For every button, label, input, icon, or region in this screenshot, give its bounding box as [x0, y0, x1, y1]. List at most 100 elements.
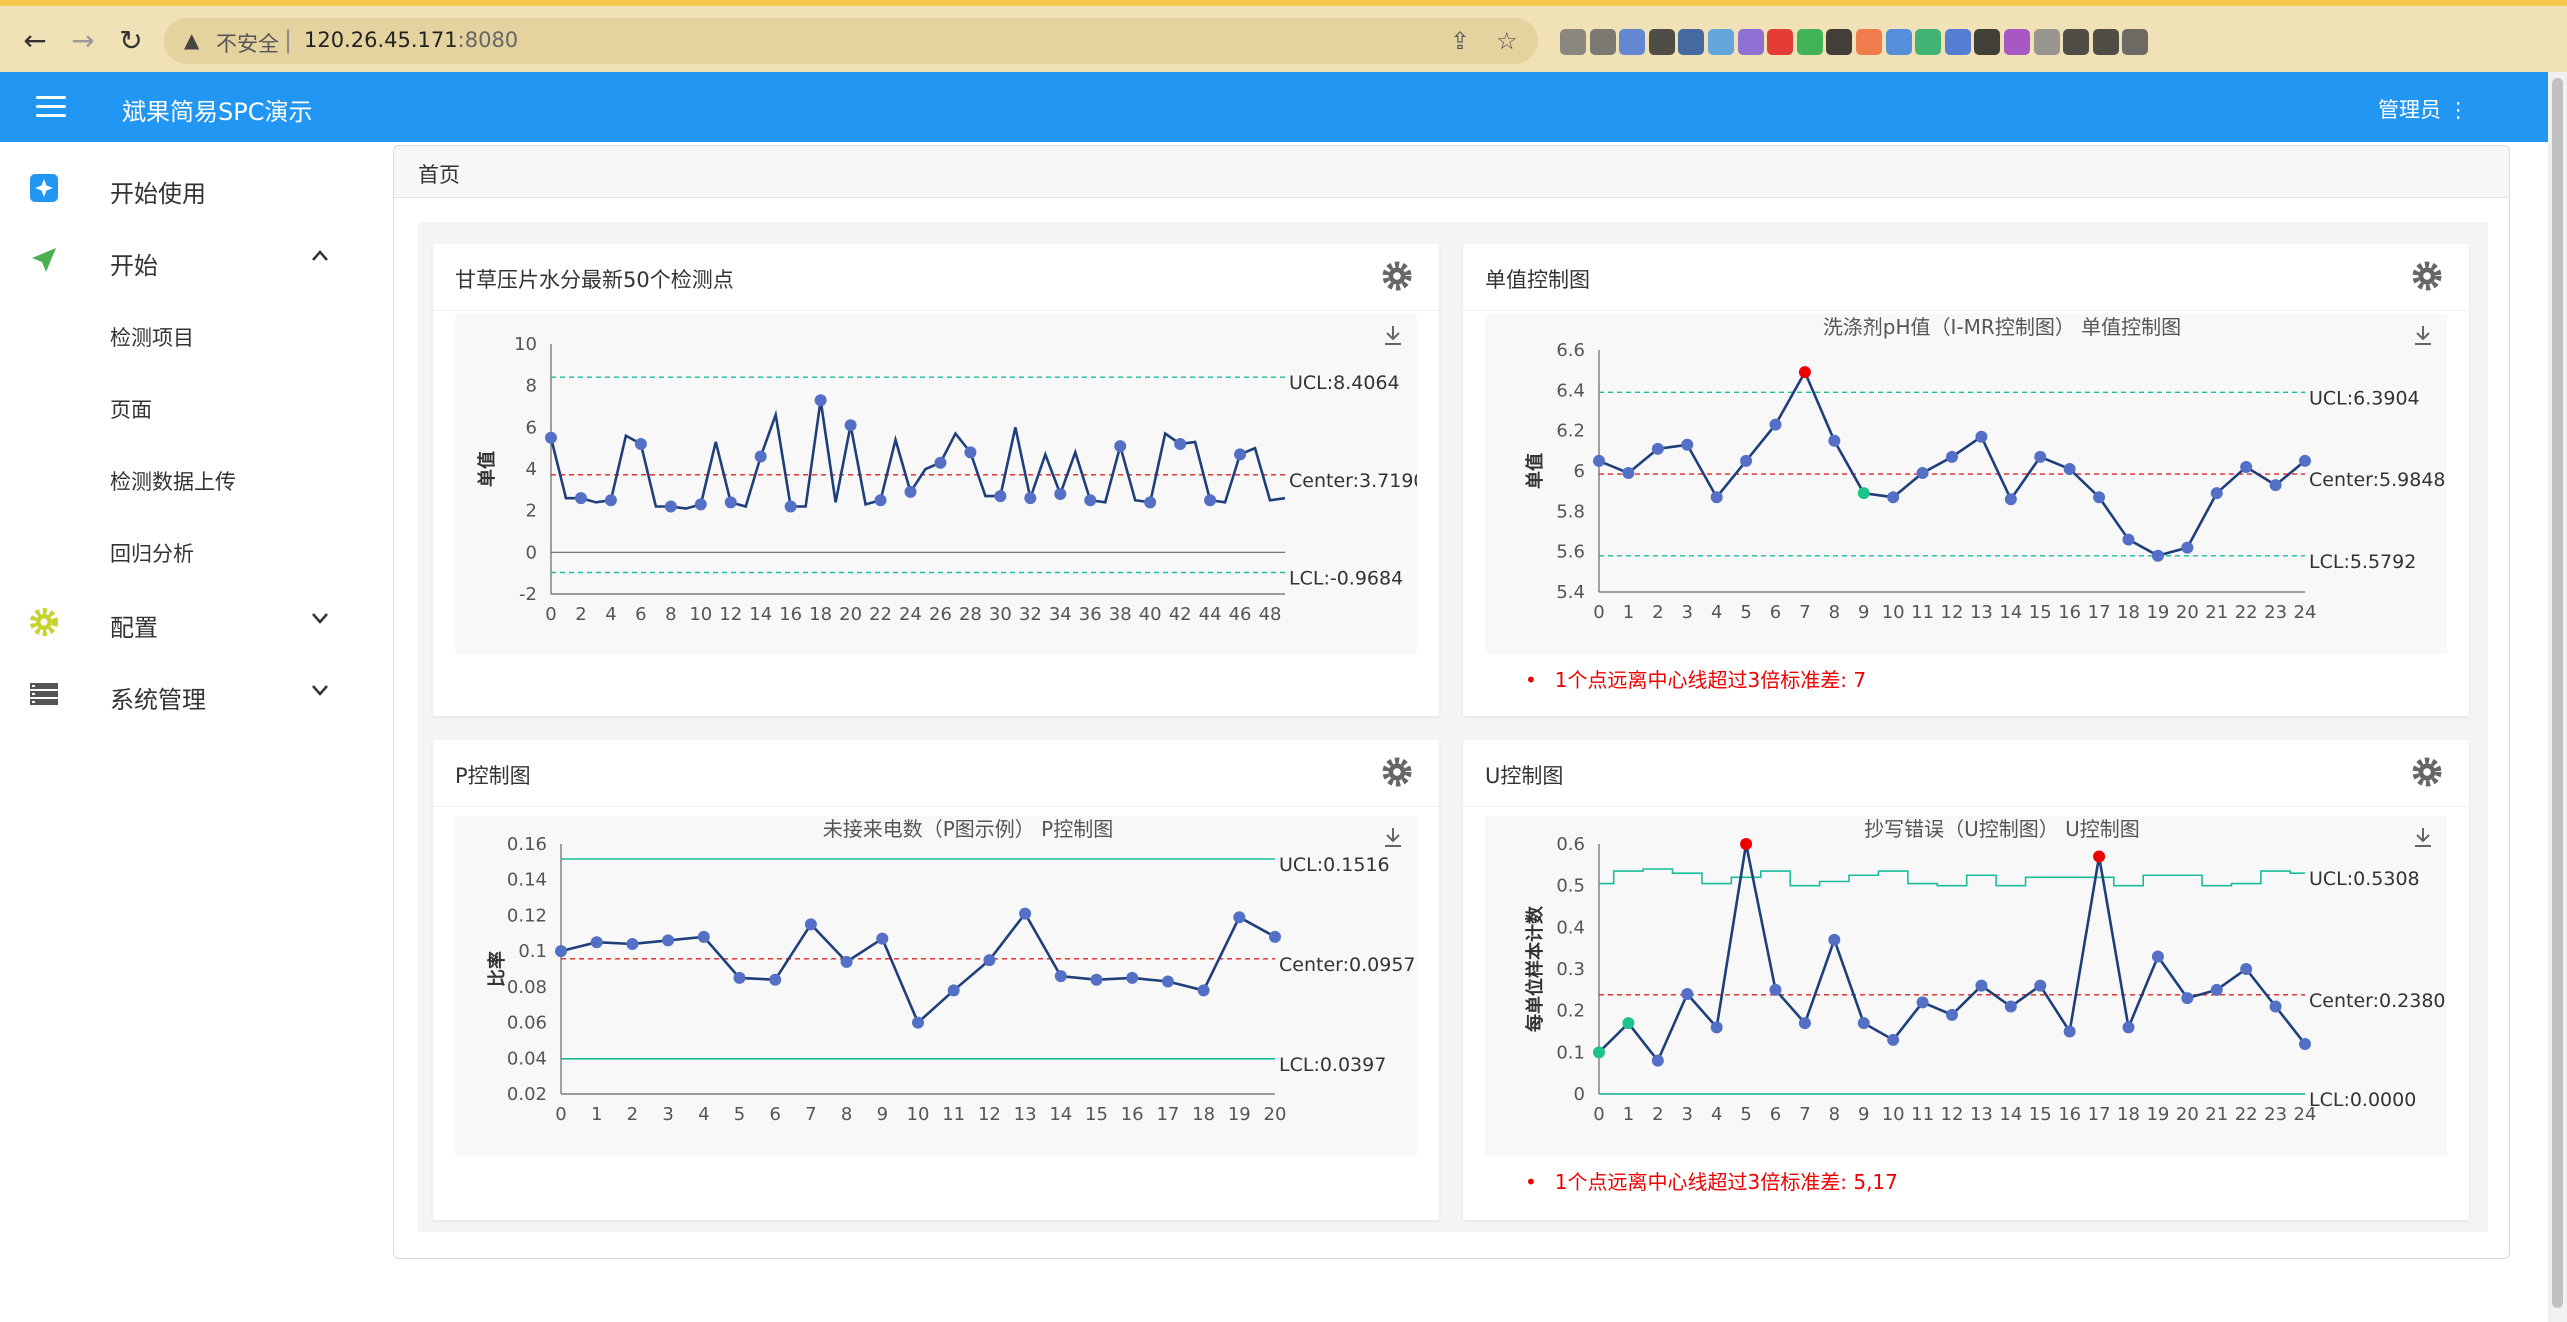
data-point[interactable]	[2063, 462, 2076, 475]
extension-icon[interactable]	[2004, 29, 2030, 55]
data-point[interactable]	[2122, 533, 2135, 546]
data-point[interactable]	[662, 934, 675, 947]
data-point[interactable]	[912, 1016, 924, 1029]
data-point[interactable]	[1144, 496, 1157, 509]
data-point[interactable]	[694, 498, 707, 511]
download-icon[interactable]	[2415, 828, 2431, 847]
data-point[interactable]	[733, 971, 746, 984]
data-point[interactable]	[2181, 992, 2194, 1005]
data-point[interactable]	[1204, 494, 1217, 507]
data-point[interactable]	[2181, 541, 2194, 554]
extension-icon[interactable]	[1826, 29, 1853, 55]
data-point[interactable]	[2122, 1021, 2135, 1034]
data-point[interactable]	[784, 500, 797, 513]
data-point[interactable]	[804, 918, 817, 931]
data-point[interactable]	[1024, 492, 1037, 505]
download-icon[interactable]	[1385, 326, 1401, 345]
data-point[interactable]	[2093, 850, 2106, 863]
chevron-down-icon[interactable]	[310, 680, 330, 700]
data-point[interactable]	[964, 446, 977, 459]
data-point[interactable]	[1769, 983, 1782, 996]
data-point[interactable]	[2034, 450, 2047, 463]
sidebar-item-getting-started[interactable]: 开始使用	[0, 158, 380, 218]
extension-icon[interactable]	[1737, 29, 1764, 55]
sidebar-subitem-inspection-items[interactable]: 检测项目	[0, 306, 380, 362]
data-point[interactable]	[724, 496, 737, 509]
share-icon[interactable]: ⇪	[1450, 27, 1471, 55]
page-scrollbar[interactable]	[2548, 72, 2567, 1322]
data-point[interactable]	[1740, 838, 1753, 850]
data-point[interactable]	[1916, 467, 1929, 480]
address-bar[interactable]: ▲ 不安全 | 120.26.45.171:8080 ⇪ ☆	[164, 18, 1538, 64]
extension-icon[interactable]	[1589, 29, 1616, 55]
extension-icon[interactable]	[1944, 29, 1971, 55]
data-point[interactable]	[1740, 454, 1753, 467]
data-point[interactable]	[2299, 1038, 2311, 1050]
extension-icon[interactable]	[1767, 29, 1794, 55]
data-point[interactable]	[1197, 984, 1210, 997]
data-point[interactable]	[844, 419, 857, 432]
gear-icon[interactable]	[1381, 756, 1413, 788]
data-point[interactable]	[1114, 440, 1127, 453]
data-point[interactable]	[590, 936, 603, 949]
data-point[interactable]	[1887, 1033, 1900, 1046]
data-point[interactable]	[2034, 979, 2047, 992]
data-point[interactable]	[1019, 907, 1032, 920]
data-point[interactable]	[1084, 494, 1097, 507]
download-icon[interactable]	[1385, 828, 1401, 847]
data-point[interactable]	[1710, 491, 1723, 504]
data-point[interactable]	[1710, 1021, 1723, 1034]
data-point[interactable]	[1174, 438, 1187, 450]
data-point[interactable]	[1857, 487, 1870, 500]
reload-icon[interactable]: ↻	[119, 24, 143, 57]
data-point[interactable]	[1798, 366, 1811, 379]
data-point[interactable]	[754, 450, 767, 463]
star-icon[interactable]: ☆	[1496, 27, 1518, 55]
data-point[interactable]	[874, 494, 887, 507]
sidebar-subitem-data-upload[interactable]: 检测数据上传	[0, 450, 380, 506]
data-point[interactable]	[840, 955, 853, 968]
sidebar-item-start[interactable]: 开始	[0, 230, 380, 290]
extension-icon[interactable]	[1974, 29, 2001, 55]
data-point[interactable]	[545, 431, 557, 444]
forward-icon[interactable]: →	[71, 24, 95, 57]
data-point[interactable]	[1622, 467, 1635, 480]
data-point[interactable]	[1857, 1017, 1870, 1030]
data-point[interactable]	[2063, 1025, 2076, 1038]
data-point[interactable]	[574, 492, 587, 505]
data-point[interactable]	[2151, 950, 2164, 963]
extension-icon[interactable]	[1678, 29, 1705, 55]
data-point[interactable]	[1681, 438, 1694, 451]
extension-icon[interactable]	[1560, 29, 1586, 55]
extension-icon[interactable]	[2063, 29, 2090, 55]
data-point[interactable]	[1887, 491, 1900, 504]
data-point[interactable]	[947, 984, 960, 997]
data-point[interactable]	[1651, 1054, 1664, 1067]
extension-icon[interactable]	[2092, 29, 2119, 55]
data-point[interactable]	[983, 954, 996, 967]
data-point[interactable]	[697, 930, 710, 943]
back-icon[interactable]: ←	[23, 24, 47, 57]
data-point[interactable]	[876, 932, 889, 945]
data-point[interactable]	[2299, 454, 2311, 467]
data-point[interactable]	[604, 494, 617, 507]
data-point[interactable]	[1161, 975, 1174, 988]
extension-icon[interactable]	[1708, 29, 1734, 55]
extension-icon[interactable]	[1885, 29, 1912, 55]
gear-icon[interactable]	[2411, 260, 2443, 292]
data-point[interactable]	[2004, 1000, 2017, 1013]
data-point[interactable]	[814, 394, 827, 407]
data-point[interactable]	[1593, 454, 1605, 467]
sidebar-subitem-pages[interactable]: 页面	[0, 378, 380, 434]
data-point[interactable]	[2240, 963, 2253, 975]
data-point[interactable]	[1593, 1046, 1605, 1059]
extension-icon[interactable]	[1619, 29, 1646, 55]
data-point[interactable]	[2269, 479, 2282, 492]
data-point[interactable]	[769, 973, 782, 986]
data-point[interactable]	[1946, 450, 1958, 463]
data-point[interactable]	[2004, 493, 2017, 506]
data-point[interactable]	[1916, 996, 1929, 1009]
data-point[interactable]	[1681, 988, 1694, 1000]
data-point[interactable]	[994, 490, 1007, 503]
extension-icon[interactable]	[2033, 29, 2060, 55]
